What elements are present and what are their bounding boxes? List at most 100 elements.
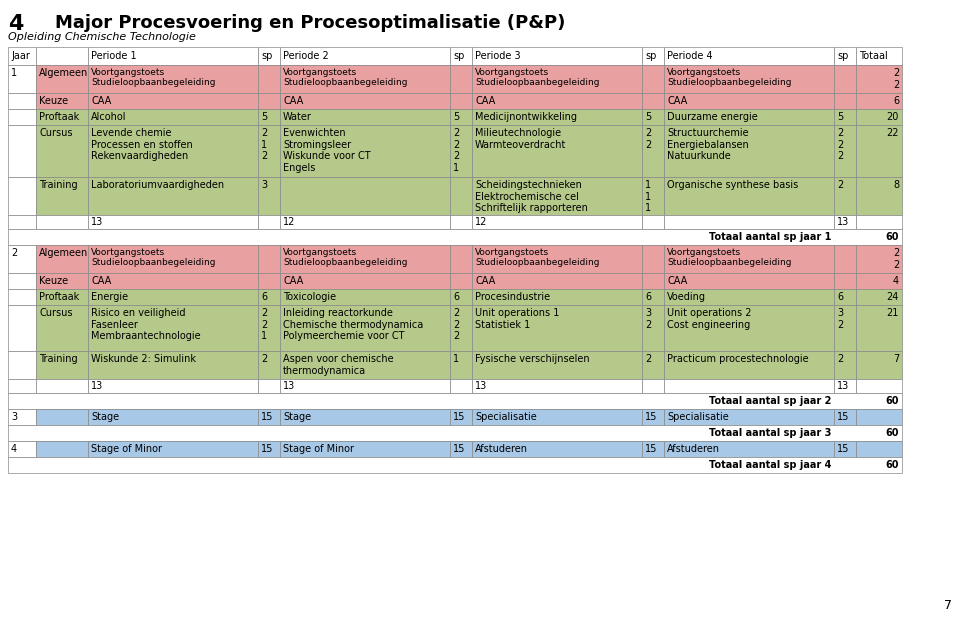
Bar (8, 379, 36, 393)
Bar (8, 289, 36, 305)
Text: 2
2: 2 2 (893, 68, 899, 90)
Bar (450, 379, 472, 393)
Text: Totaal aantal sp jaar 3: Totaal aantal sp jaar 3 (708, 428, 831, 438)
Bar (834, 245, 856, 273)
Text: CAA: CAA (475, 96, 495, 106)
Bar (258, 409, 280, 425)
Text: sp: sp (645, 51, 657, 61)
Text: CAA: CAA (91, 276, 111, 286)
Text: 1
1
1: 1 1 1 (645, 180, 651, 213)
Bar (834, 215, 856, 229)
Bar (856, 289, 902, 305)
Bar (472, 125, 642, 177)
Bar (642, 273, 664, 289)
Text: Medicijnontwikkeling: Medicijnontwikkeling (475, 112, 577, 122)
Text: Wiskunde 2: Simulink: Wiskunde 2: Simulink (91, 354, 196, 364)
Bar (36, 441, 88, 457)
Text: Organische synthese basis: Organische synthese basis (667, 180, 799, 190)
Text: CAA: CAA (283, 96, 303, 106)
Bar (642, 441, 664, 457)
Bar (834, 177, 856, 215)
Bar (450, 305, 472, 351)
Text: 60: 60 (885, 232, 899, 242)
Text: Totaal: Totaal (859, 51, 888, 61)
Bar (36, 65, 88, 93)
Bar (258, 65, 280, 93)
Text: 2
2: 2 2 (645, 128, 651, 150)
Text: 15: 15 (453, 412, 466, 422)
Text: 21: 21 (887, 308, 899, 318)
Bar (258, 215, 280, 229)
Bar (472, 245, 642, 273)
Bar (450, 47, 472, 65)
Bar (8, 351, 36, 379)
Bar (36, 409, 88, 425)
Bar (664, 93, 834, 109)
Text: 22: 22 (886, 128, 899, 138)
Text: 5: 5 (261, 112, 267, 122)
Bar (664, 273, 834, 289)
Text: Unit operations 1
Statistiek 1: Unit operations 1 Statistiek 1 (475, 308, 560, 330)
Bar (856, 93, 902, 109)
Text: Practicum procestechnologie: Practicum procestechnologie (667, 354, 808, 364)
Bar (258, 125, 280, 177)
Bar (834, 305, 856, 351)
Bar (664, 351, 834, 379)
Bar (472, 215, 642, 229)
Text: 2
2
1: 2 2 1 (261, 308, 267, 341)
Bar (36, 305, 88, 351)
Bar (280, 93, 450, 109)
Bar (472, 93, 642, 109)
Bar (450, 215, 472, 229)
Bar (834, 65, 856, 93)
Text: 3: 3 (11, 412, 17, 422)
Text: 3
2: 3 2 (645, 308, 651, 330)
Text: 3
2: 3 2 (837, 308, 843, 330)
Text: 6: 6 (837, 292, 843, 302)
Text: Opleiding Chemische Technologie: Opleiding Chemische Technologie (8, 32, 196, 42)
Text: 2
2: 2 2 (893, 248, 899, 269)
Bar (8, 65, 36, 93)
Bar (472, 441, 642, 457)
Bar (642, 245, 664, 273)
Bar (88, 93, 258, 109)
Bar (834, 409, 856, 425)
Bar (642, 409, 664, 425)
Bar (280, 305, 450, 351)
Bar (642, 125, 664, 177)
Bar (8, 425, 902, 441)
Bar (8, 305, 36, 351)
Bar (88, 409, 258, 425)
Text: 60: 60 (885, 396, 899, 406)
Bar (258, 379, 280, 393)
Bar (36, 47, 88, 65)
Bar (36, 177, 88, 215)
Text: 13: 13 (837, 217, 850, 227)
Bar (856, 379, 902, 393)
Text: 1: 1 (453, 354, 459, 364)
Bar (664, 47, 834, 65)
Text: 6: 6 (261, 292, 267, 302)
Text: Cursus: Cursus (39, 308, 73, 318)
Text: 2: 2 (261, 354, 267, 364)
Bar (280, 215, 450, 229)
Bar (642, 47, 664, 65)
Text: CAA: CAA (667, 96, 687, 106)
Bar (8, 393, 902, 409)
Bar (8, 457, 902, 473)
Bar (36, 289, 88, 305)
Text: Stage: Stage (283, 412, 311, 422)
Bar (88, 441, 258, 457)
Bar (88, 215, 258, 229)
Bar (280, 65, 450, 93)
Bar (36, 245, 88, 273)
Bar (258, 177, 280, 215)
Bar (450, 65, 472, 93)
Text: Voortgangstoets
Studieloopbaanbegeleiding: Voortgangstoets Studieloopbaanbegeleidin… (667, 248, 791, 267)
Bar (856, 441, 902, 457)
Bar (642, 305, 664, 351)
Bar (36, 109, 88, 125)
Text: Specialisatie: Specialisatie (475, 412, 537, 422)
Text: sp: sp (837, 51, 849, 61)
Bar (642, 215, 664, 229)
